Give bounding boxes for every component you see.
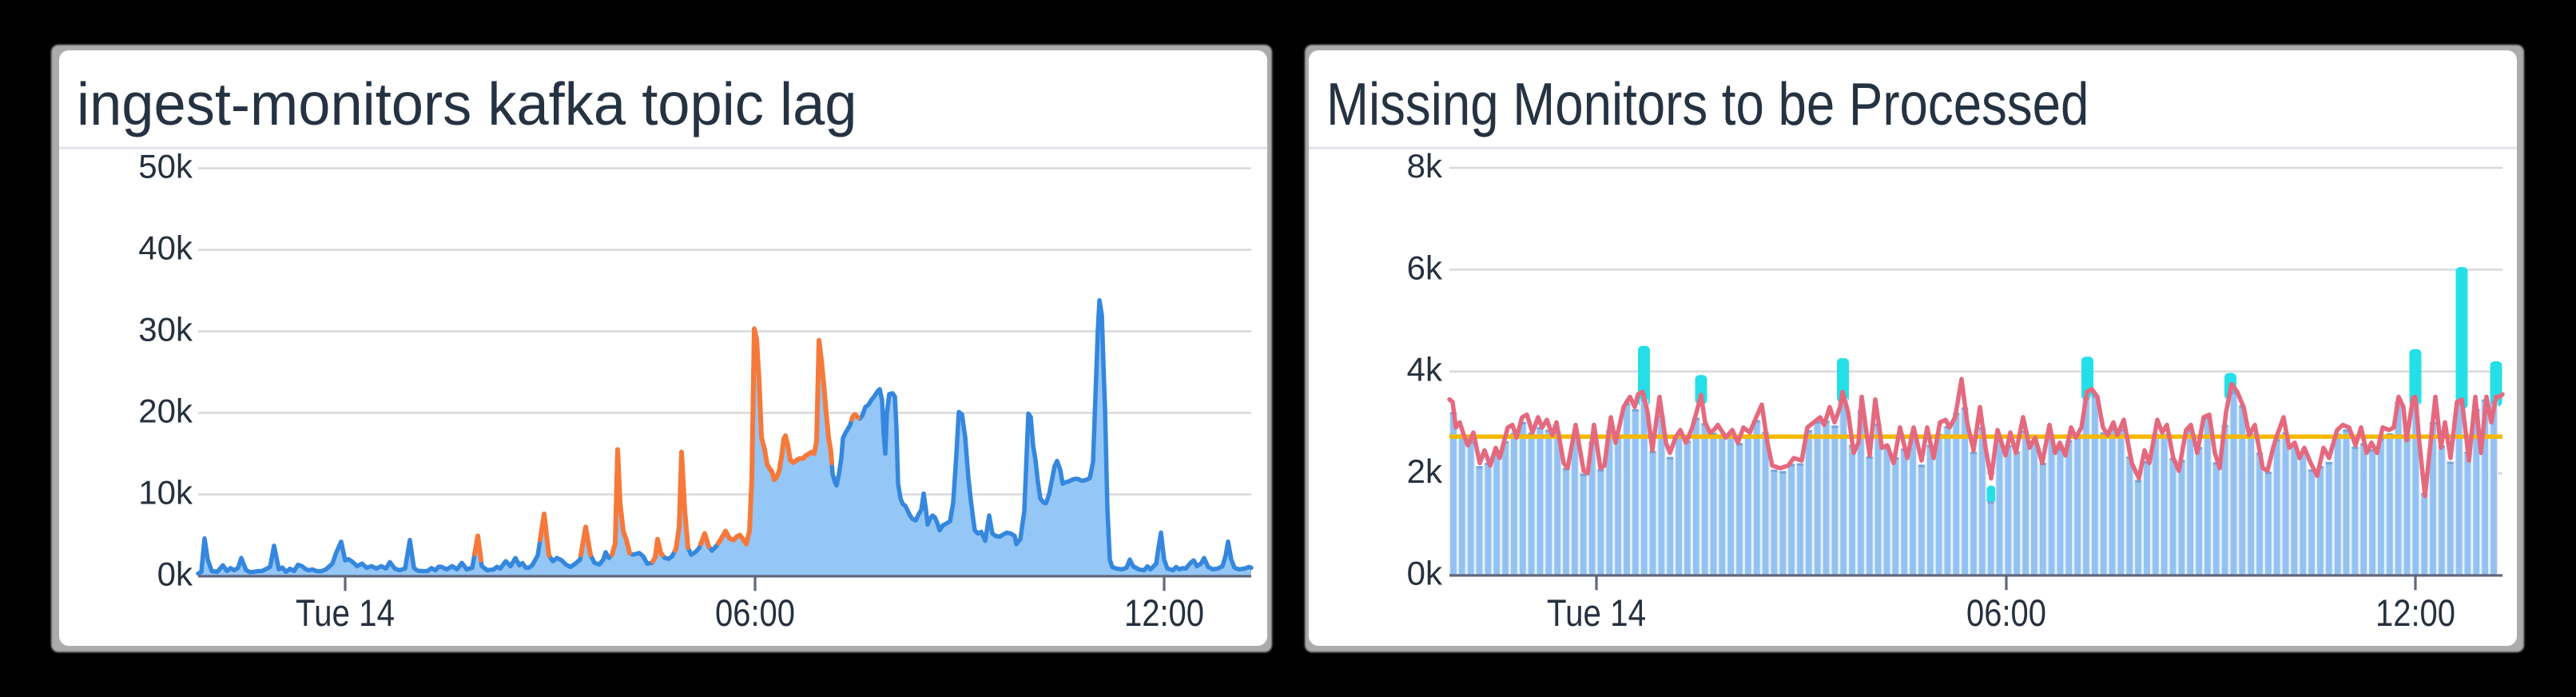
svg-text:40k: 40k [138, 229, 193, 267]
svg-text:6k: 6k [1407, 249, 1443, 286]
svg-text:12:00: 12:00 [2375, 591, 2455, 634]
svg-text:4k: 4k [1407, 351, 1443, 388]
svg-text:Tue 14: Tue 14 [296, 591, 395, 634]
svg-text:8k: 8k [1407, 147, 1443, 185]
svg-text:0k: 0k [1407, 555, 1443, 592]
svg-text:06:00: 06:00 [1966, 591, 2046, 634]
svg-text:2k: 2k [1407, 452, 1443, 490]
svg-text:30k: 30k [138, 311, 193, 348]
svg-text:12:00: 12:00 [1124, 591, 1204, 634]
svg-text:Tue 14: Tue 14 [1547, 591, 1646, 634]
svg-text:20k: 20k [138, 392, 193, 430]
svg-text:10k: 10k [138, 474, 193, 512]
svg-text:06:00: 06:00 [715, 591, 795, 634]
svg-text:0k: 0k [157, 556, 193, 593]
svg-text:50k: 50k [138, 148, 193, 185]
